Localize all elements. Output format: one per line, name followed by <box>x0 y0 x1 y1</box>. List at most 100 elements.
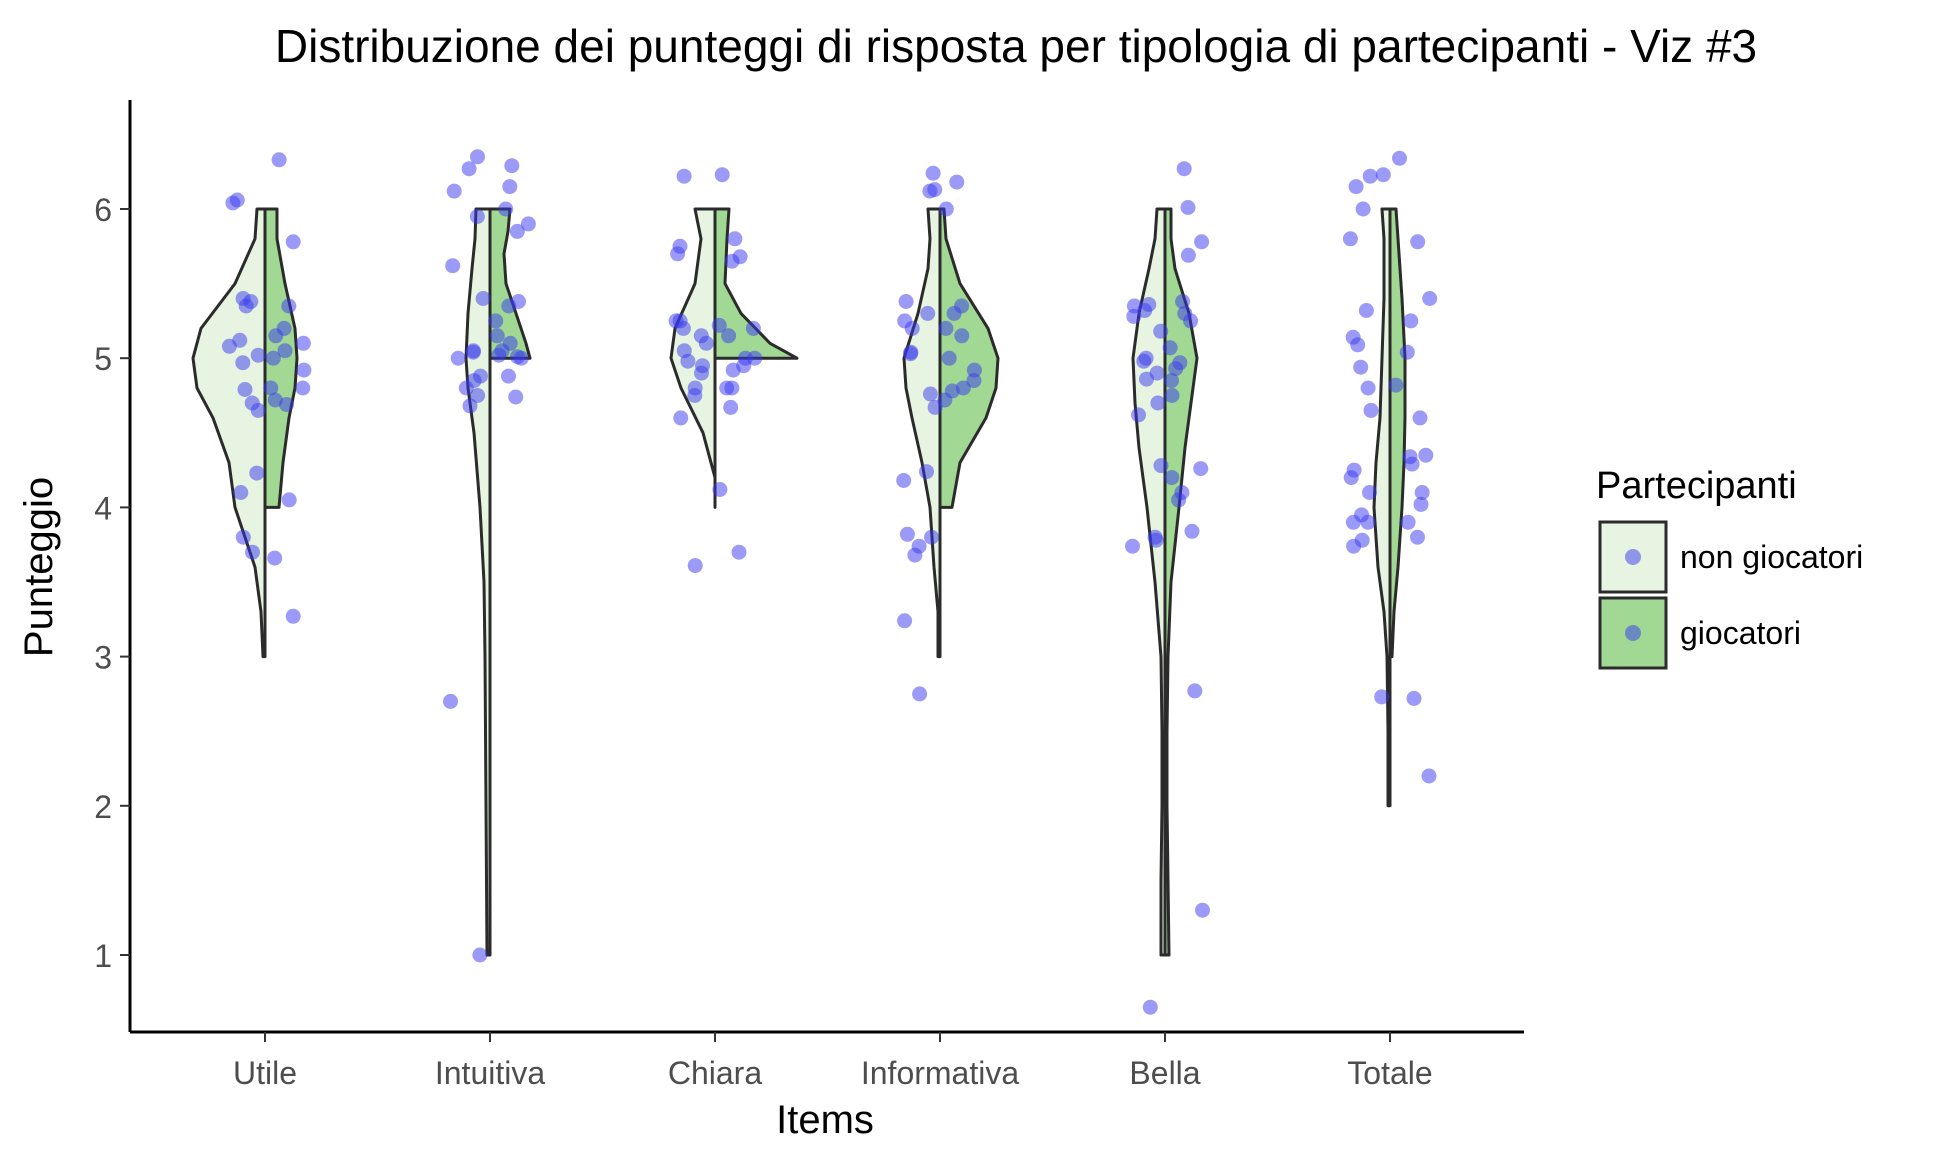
point-giocatori <box>501 368 516 384</box>
y-tick-label: 6 <box>94 192 112 228</box>
point-non-giocatori <box>911 538 927 554</box>
point-giocatori <box>504 158 520 174</box>
point-non-giocatori <box>465 343 481 359</box>
point-giocatori <box>1388 377 1404 393</box>
point-giocatori <box>938 201 954 217</box>
point-non-giocatori <box>673 410 689 426</box>
point-non-giocatori <box>668 313 684 329</box>
point-non-giocatori <box>472 947 488 963</box>
point-giocatori <box>265 350 281 366</box>
point-non-giocatori <box>899 526 915 542</box>
point-non-giocatori <box>450 350 466 366</box>
point-non-giocatori <box>1363 402 1379 418</box>
point-giocatori <box>938 320 954 336</box>
violin-half-non-giocatori <box>464 207 492 957</box>
point-giocatori <box>498 201 514 217</box>
point-non-giocatori <box>1141 297 1157 312</box>
point-giocatori <box>511 294 526 309</box>
point-giocatori <box>1421 768 1437 784</box>
point-giocatori <box>267 550 283 566</box>
point-giocatori <box>276 320 292 336</box>
point-non-giocatori <box>237 382 253 397</box>
point-non-giocatori <box>1126 298 1142 314</box>
point-non-giocatori <box>470 149 485 165</box>
x-tick-label: Chiara <box>668 1055 762 1091</box>
point-giocatori <box>510 349 525 365</box>
point-non-giocatori <box>672 238 688 254</box>
point-giocatori <box>1406 690 1422 706</box>
point-giocatori <box>1410 529 1425 545</box>
point-giocatori <box>1176 161 1192 177</box>
point-giocatori <box>714 167 730 183</box>
legend-title: Partecipanti <box>1596 465 1797 507</box>
y-tick-label: 5 <box>94 341 112 377</box>
point-giocatori <box>712 482 728 497</box>
point-non-giocatori <box>470 388 486 403</box>
point-non-giocatori <box>1149 365 1165 381</box>
y-tick-label: 1 <box>94 938 112 974</box>
point-non-giocatori <box>680 353 696 369</box>
point-giocatori <box>1422 291 1438 306</box>
point-non-giocatori <box>695 358 710 374</box>
point-giocatori <box>281 492 297 508</box>
point-giocatori <box>277 343 293 359</box>
point-non-giocatori <box>1358 303 1374 318</box>
y-tick-label: 4 <box>94 490 112 526</box>
x-tick-label: Totale <box>1347 1055 1432 1091</box>
point-giocatori <box>1400 514 1416 530</box>
point-non-giocatori <box>235 529 251 545</box>
x-tick-label: Informativa <box>861 1055 1019 1091</box>
point-non-giocatori <box>1345 329 1361 345</box>
violin-half-giocatori <box>1388 207 1407 659</box>
point-giocatori <box>727 231 743 247</box>
point-giocatori <box>502 335 518 351</box>
point-non-giocatori <box>473 368 488 384</box>
point-giocatori <box>1414 485 1430 500</box>
point-non-giocatori <box>469 209 485 224</box>
legend-key <box>1598 520 1668 594</box>
point-non-giocatori <box>1342 231 1358 247</box>
point-non-giocatori <box>922 386 938 402</box>
point-giocatori <box>1410 234 1426 250</box>
point-non-giocatori <box>1142 999 1158 1015</box>
point-giocatori <box>488 313 504 329</box>
violin-half-giocatori <box>713 207 799 360</box>
point-giocatori <box>731 544 747 560</box>
point-giocatori <box>1193 461 1209 477</box>
violin-half-non-giocatori <box>1372 207 1392 808</box>
point-giocatori <box>941 350 957 366</box>
point-non-giocatori <box>897 613 913 629</box>
point-giocatori <box>1172 355 1188 371</box>
point-giocatori <box>295 380 311 396</box>
point-giocatori <box>745 320 761 336</box>
point-giocatori <box>719 380 735 396</box>
point-non-giocatori <box>232 332 248 348</box>
point-giocatori <box>295 335 311 351</box>
point-non-giocatori <box>249 465 265 481</box>
point-giocatori <box>502 179 518 195</box>
x-tick-label: Bella <box>1129 1055 1200 1091</box>
point-giocatori <box>263 380 279 396</box>
y-axis-label: Punteggio <box>17 477 61 657</box>
point-non-giocatori <box>1362 168 1378 184</box>
point-non-giocatori <box>461 161 477 177</box>
point-giocatori <box>520 216 536 232</box>
point-giocatori <box>1412 410 1428 426</box>
point-non-giocatori <box>462 398 478 414</box>
point-non-giocatori <box>1362 485 1377 500</box>
point-giocatori <box>1403 313 1419 329</box>
point-non-giocatori <box>927 182 943 198</box>
point-giocatori <box>1180 247 1196 263</box>
point-giocatori <box>966 362 982 378</box>
point-giocatori <box>281 298 297 314</box>
point-non-giocatori <box>1348 179 1364 195</box>
point-non-giocatori <box>1375 167 1391 183</box>
point-giocatori <box>509 223 525 239</box>
y-tick-label: 2 <box>94 789 112 825</box>
point-non-giocatori <box>446 183 462 199</box>
point-non-giocatori <box>445 258 461 274</box>
point-non-giocatori <box>924 529 939 545</box>
point-non-giocatori <box>1150 395 1166 411</box>
y-tick-label: 3 <box>94 640 112 676</box>
